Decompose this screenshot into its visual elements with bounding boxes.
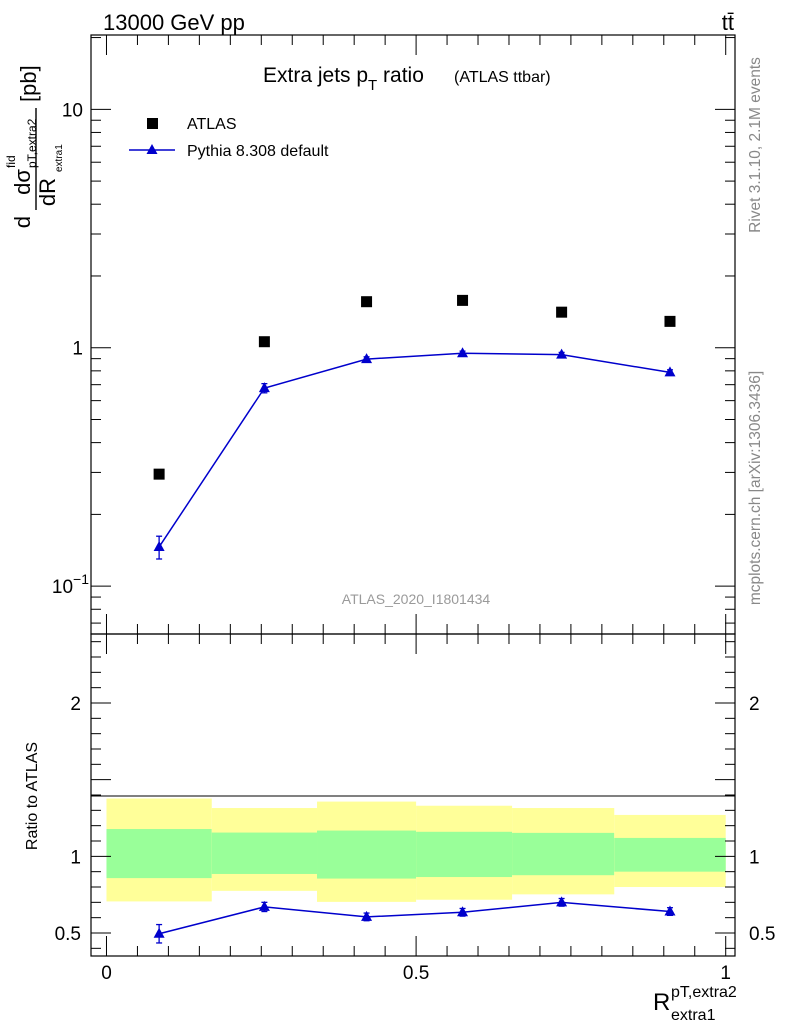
ylabel-fid: fid — [4, 155, 18, 168]
title-sub: T — [368, 77, 377, 94]
chart-title: Extra jets pT ratio — [263, 64, 424, 94]
atlas-data-point — [258, 336, 270, 348]
pythia-data-point — [457, 347, 469, 358]
legend-label-atlas: ATLAS — [187, 116, 237, 133]
ratio-pythia-point — [361, 910, 373, 921]
chart-title-suffix: (ATLAS ttbar) — [454, 69, 551, 86]
ylabel-dsigma: dσ — [10, 169, 35, 195]
ratio-y-tick-label-right: 2 — [749, 694, 760, 715]
main-x-ticks — [105, 35, 727, 634]
x-tick-label: 0 — [101, 963, 112, 984]
title-main: Extra jets p — [263, 64, 368, 87]
ratio-pythia-point — [457, 906, 469, 917]
legend-label-pythia: Pythia 8.308 default — [187, 143, 329, 160]
atlas-data-point — [556, 306, 568, 318]
pythia-line — [158, 352, 671, 548]
ylabel-d: d — [10, 216, 35, 228]
ratio-y-tick-label-right: 0.5 — [749, 924, 775, 945]
uncertainty-band-inner — [614, 837, 726, 872]
y-tick-label: 10 — [62, 100, 83, 121]
rivet-label: Rivet 3.1.10, 2.1M events — [747, 57, 764, 233]
ratio-y-tick-label-right: 1 — [749, 847, 760, 868]
y-tick-label-exp: −1 — [73, 571, 89, 587]
uncertainty-band-inner — [512, 832, 615, 876]
main-series-layer — [153, 294, 676, 560]
ratio-y-tick-label-left: 2 — [70, 694, 81, 715]
ratio-y-ticks: 0.5 0.5 1 1 2 2 — [55, 641, 775, 949]
mcplots-label: mcplots.cern.ch [arXiv:1306.3436] — [747, 371, 764, 605]
x-tick-label: 1 — [720, 963, 731, 984]
ratio-pythia-point — [664, 905, 676, 916]
ratio-panel: 0 0.5 1 0.5 0.51 12 2 Ratio to ATLAS R pT,ext… — [24, 633, 775, 1024]
y-tick-label-base: 10 — [52, 577, 73, 598]
pythia-data-point — [258, 382, 270, 393]
ratio-pythia-point — [556, 896, 568, 907]
uncertainty-band-inner — [416, 831, 513, 878]
uncertainty-band-inner — [211, 832, 318, 874]
ylabel-dR-sub: extra1 — [54, 144, 65, 172]
uncertainty-band-inner — [106, 829, 212, 879]
xlabel-R: R — [653, 989, 670, 1016]
atlas-data-point — [457, 294, 469, 306]
legend: ATLAS Pythia 8.308 default — [129, 116, 329, 160]
ylabel-dR: dR — [35, 178, 60, 206]
ratio-x-ticks: 0 0.5 1 — [101, 634, 731, 984]
main-y-axis-label: d dσ fid pT,extra2 dR extra1 [pb] — [4, 65, 65, 228]
title-tail: ratio — [377, 64, 424, 87]
uncertainty-band-inner — [317, 830, 417, 879]
pythia-data-point — [664, 366, 676, 377]
legend-marker-pythia — [146, 144, 158, 154]
ratio-panel-frame — [90, 633, 736, 957]
ratio-pythia-point — [153, 927, 165, 938]
analysis-watermark: ATLAS_2020_I1801434 — [342, 591, 491, 607]
atlas-data-point — [361, 296, 373, 308]
ratio-series-layer — [153, 896, 676, 944]
ratio-bands-layer — [106, 798, 726, 902]
ratio-y-tick-label-left: 0.5 — [55, 924, 81, 945]
ratio-y-tick-label-left: 1 — [70, 847, 81, 868]
header-left: 13000 GeV pp — [103, 10, 245, 35]
ylabel-sub: pT,extra2 — [25, 118, 39, 168]
pythia-data-point — [361, 353, 373, 364]
pythia-data-point — [556, 348, 568, 359]
x-tick-label: 0.5 — [403, 963, 429, 984]
y-tick-label: 1 — [72, 339, 83, 360]
legend-marker-atlas — [147, 118, 158, 129]
ratio-pythia-point — [258, 900, 270, 911]
x-axis-label: R pT,extra2 extra1 — [653, 984, 737, 1024]
pythia-data-point — [153, 540, 165, 551]
atlas-data-point — [153, 468, 165, 480]
xlabel-sub: extra1 — [671, 1007, 716, 1024]
ratio-pythia-line — [158, 901, 671, 935]
xlabel-sup: pT,extra2 — [671, 984, 737, 1001]
atlas-data-point — [664, 315, 676, 327]
ylabel-unit: [pb] — [16, 65, 41, 102]
ratio-y-axis-label: Ratio to ATLAS — [24, 742, 41, 850]
y-tick-label: 10−1 — [52, 571, 89, 598]
header-right: tt̄ — [722, 10, 734, 35]
